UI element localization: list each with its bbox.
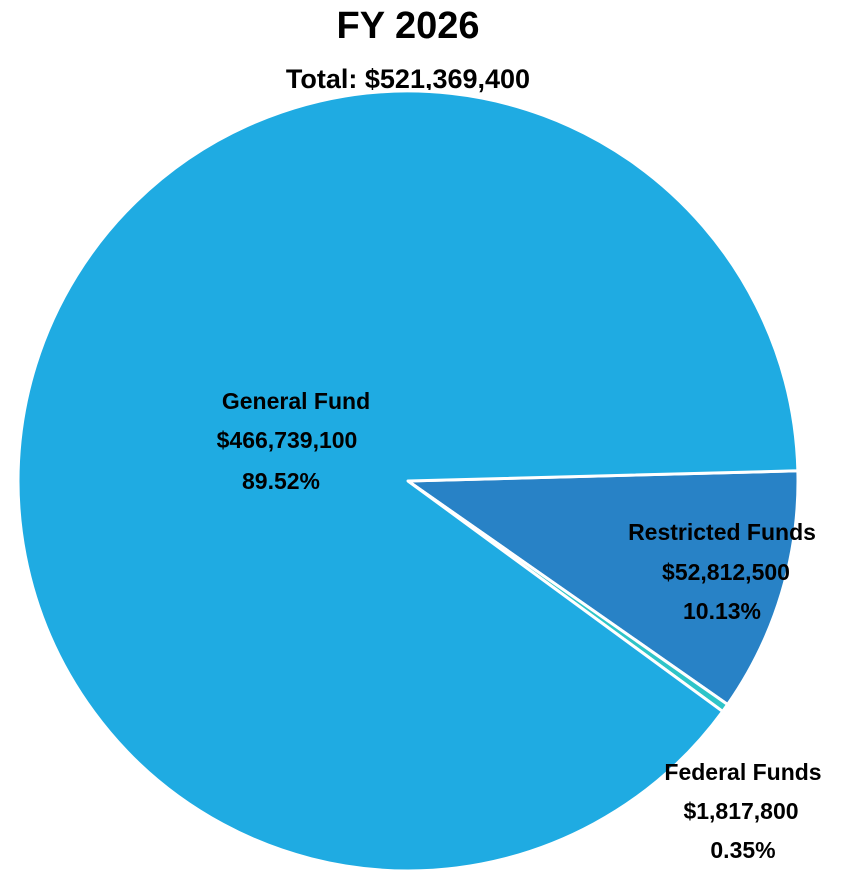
slice-restricted-funds [406,469,800,707]
pie-slices [16,89,800,870]
chart-title: FY 2026 [337,5,480,47]
label-federal-funds-value: $1,817,800 [683,798,798,824]
label-general-fund-name: General Fund [222,388,370,414]
chart-subtitle: Total: $521,369,400 [286,64,530,94]
label-general-fund-percent: 89.52% [242,468,320,494]
label-federal-funds-name: Federal Funds [664,759,821,785]
label-restricted-funds-name: Restricted Funds [628,519,816,545]
label-general-fund-value: $466,739,100 [217,427,358,453]
label-federal-funds-percent: 0.35% [710,837,775,863]
slice-labels: General Fund $466,739,100 89.52% Restric… [217,388,822,863]
slice-general-fund [16,89,800,870]
label-restricted-funds-value: $52,812,500 [662,559,790,585]
label-restricted-funds-percent: 10.13% [683,598,761,624]
